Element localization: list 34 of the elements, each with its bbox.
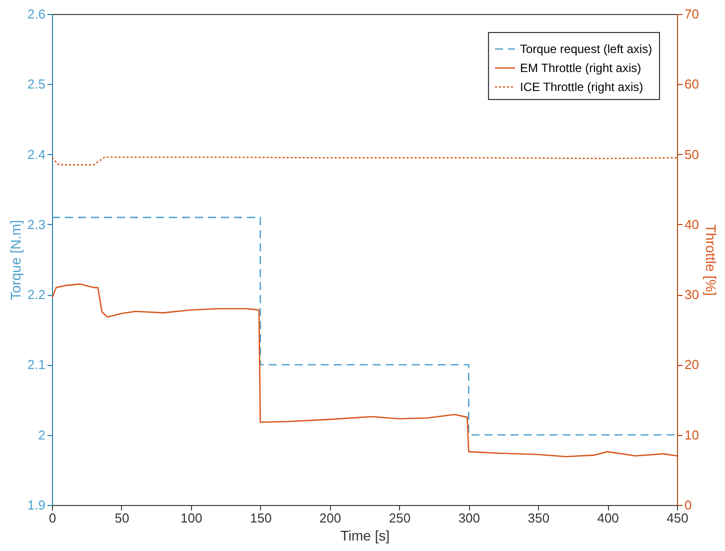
y2-tick-label: 30 (684, 287, 699, 302)
line-series (52, 156, 677, 166)
y2-tick-label: 40 (684, 216, 699, 232)
y-tick-label: 1.9 (27, 498, 46, 512)
y-tick-label: 2.3 (27, 216, 46, 232)
x-tick-label: 150 (250, 510, 272, 526)
x-tick-label: 100 (180, 510, 202, 526)
y-tick-label: 2.4 (27, 146, 46, 162)
x-tick-label: 300 (458, 510, 480, 526)
x-axis-title: Time [s] (340, 528, 390, 544)
x-tick-label: 0 (48, 510, 56, 526)
y2-tick-label: 50 (684, 146, 699, 162)
x-tick-label: 250 (388, 510, 411, 526)
y-tick-label: 2.1 (27, 357, 46, 372)
y-tick-label: 2.2 (27, 287, 46, 302)
y2-tick-label: 20 (684, 357, 699, 372)
y2-tick-label: 10 (684, 427, 699, 442)
y2-axis-title: Throttle [%] (702, 224, 719, 296)
x-tick-label: 350 (528, 510, 550, 526)
y2-tick-label: 70 (684, 6, 699, 22)
y2-tick-label: 0 (684, 498, 692, 512)
legend-label: Torque request (left axis) (520, 42, 652, 56)
x-tick-label: 400 (597, 510, 619, 526)
y2-tick-label: 60 (684, 76, 699, 92)
legend-label: EM Throttle (right axis) (520, 61, 642, 75)
y-tick-label: 2 (38, 427, 46, 442)
y-tick-label: 2.5 (27, 76, 46, 92)
x-tick-label: 50 (114, 510, 130, 526)
y-axis-title: Torque [N.m] (7, 220, 24, 300)
legend-label: ICE Throttle (right axis) (520, 80, 644, 94)
x-tick-label: 200 (319, 510, 342, 526)
x-tick-label: 450 (666, 510, 688, 526)
line-series (52, 283, 677, 458)
y-tick-label: 2.6 (27, 6, 46, 22)
